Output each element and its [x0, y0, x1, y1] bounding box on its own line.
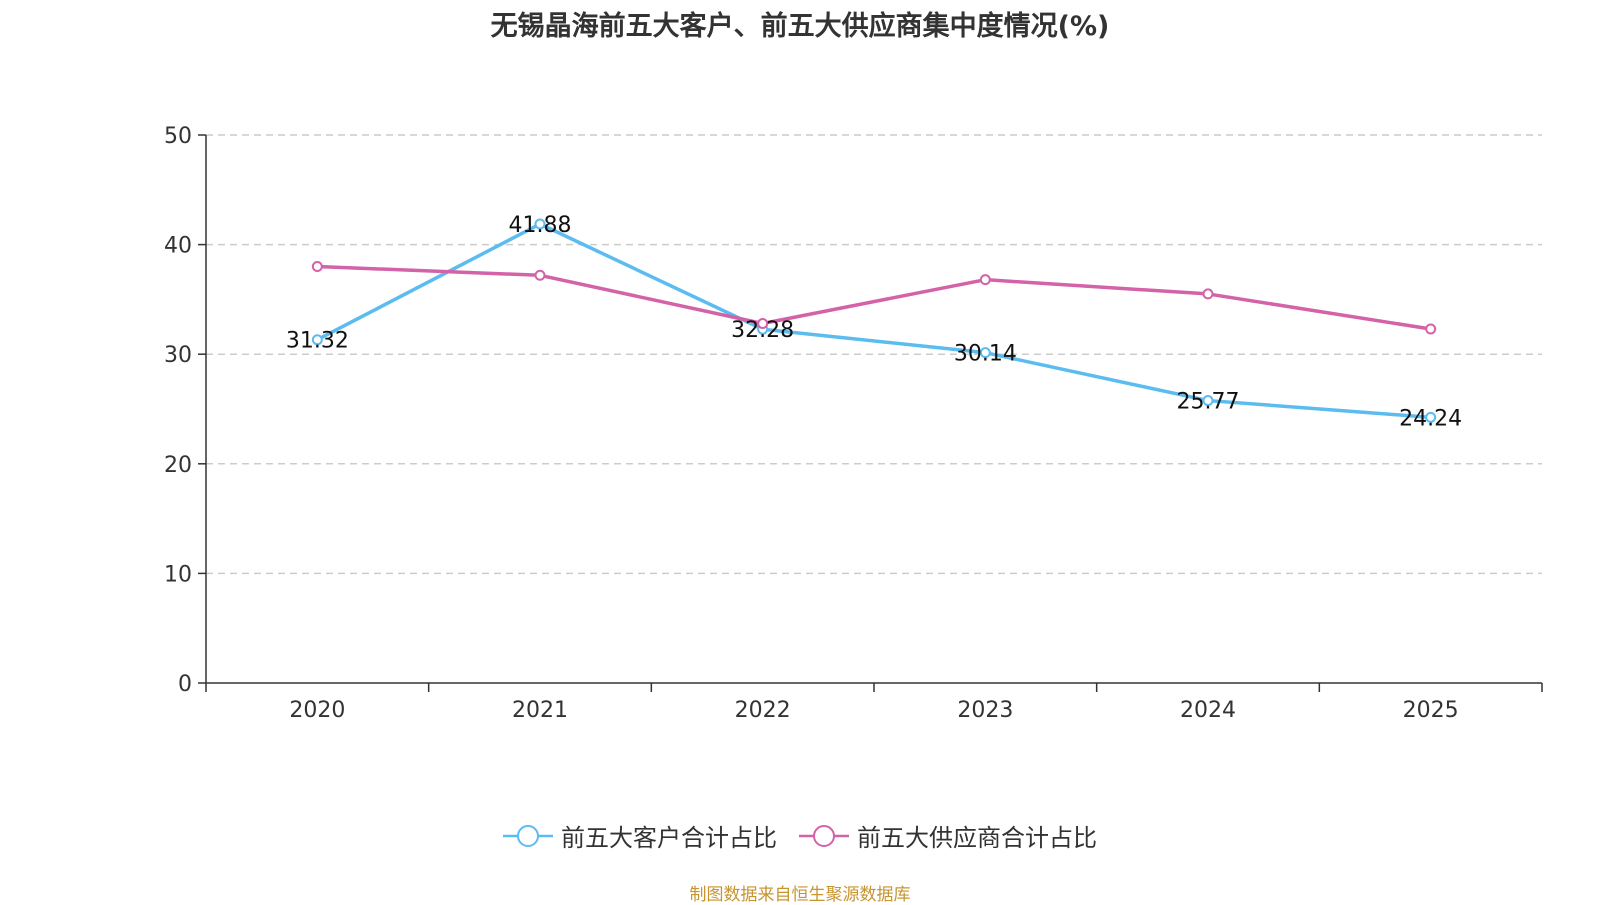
data-labels: 31.32 41.88 32.28 30.14 25.77 24.24: [286, 213, 1462, 431]
legend-label-customers: 前五大客户合计占比: [561, 824, 777, 852]
x-tick-label: 2022: [735, 698, 791, 723]
legend-item-customers[interactable]: 前五大客户合计占比: [503, 818, 777, 853]
chart-title: 无锡晶海前五大客户、前五大供应商集中度情况(%): [490, 11, 1110, 42]
data-label: 25.77: [1177, 390, 1240, 415]
data-label: 24.24: [1399, 406, 1462, 431]
legend-marker-suppliers: [799, 824, 849, 847]
grid-lines: [206, 134, 1542, 575]
data-point[interactable]: [534, 218, 546, 230]
legend-item-suppliers[interactable]: 前五大供应商合计占比: [799, 818, 1097, 853]
data-point[interactable]: [757, 318, 769, 330]
x-tick-label: 2021: [512, 698, 568, 723]
data-point[interactable]: [311, 261, 323, 273]
legend-marker-customers: [503, 824, 553, 847]
data-point[interactable]: [979, 347, 991, 359]
x-tick-label: 2025: [1403, 698, 1459, 723]
data-point[interactable]: [1202, 288, 1214, 300]
legend-label-suppliers: 前五大供应商合计占比: [857, 824, 1097, 852]
x-tick-label: 2024: [1180, 698, 1236, 723]
y-tick-label: 30: [164, 343, 192, 368]
data-label: 41.88: [509, 213, 572, 238]
data-point[interactable]: [1202, 395, 1214, 407]
axes: 0 10 20 30 40 50 2020 2021 2022 2023 2024 2025: [164, 124, 1543, 723]
x-tick-label: 2020: [289, 698, 345, 723]
y-tick-label: 0: [178, 672, 192, 697]
series-line-1: [317, 264, 1431, 331]
data-point[interactable]: [534, 269, 546, 281]
source-note: 制图数据来自恒生聚源数据库: [689, 885, 911, 905]
data-point[interactable]: [311, 334, 323, 346]
data-point[interactable]: [1425, 323, 1437, 335]
x-tick-label: 2023: [957, 698, 1013, 723]
y-tick-label: 40: [164, 234, 192, 259]
series-line-0: [316, 222, 1431, 420]
data-label: 31.32: [286, 329, 349, 354]
y-tick-label: 50: [164, 124, 192, 149]
data-label: 32.28: [731, 318, 794, 343]
data-label: 30.14: [954, 342, 1017, 367]
series-lines: [311, 218, 1437, 423]
data-point[interactable]: [1425, 411, 1437, 423]
y-tick-label: 10: [164, 562, 192, 587]
legend: 前五大客户合计占比 前五大供应商合计占比: [0, 818, 1600, 853]
y-tick-label: 20: [164, 453, 192, 478]
data-point[interactable]: [979, 274, 991, 286]
